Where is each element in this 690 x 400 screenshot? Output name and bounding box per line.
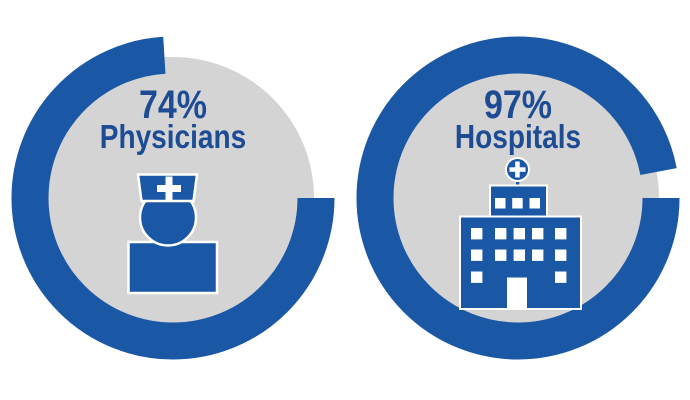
window (529, 198, 540, 209)
donut-progress-arc (356, 36, 680, 360)
window (495, 198, 506, 209)
hospital-door (507, 277, 527, 309)
window (471, 228, 483, 240)
window (555, 228, 567, 240)
physician-body (127, 240, 219, 295)
donut-label: Hospitals (455, 119, 581, 156)
hospitals-donut-chart: 97% Hospitals (356, 36, 680, 360)
hospital-windows (471, 198, 567, 283)
donut-value: 74% (139, 81, 207, 126)
window (495, 228, 507, 240)
donut-progress-arc (11, 36, 335, 360)
hospital-icon (459, 157, 582, 310)
cross-bar-vertical (165, 176, 173, 201)
window (555, 271, 567, 283)
window (532, 249, 544, 261)
window (471, 271, 483, 283)
medical-cross-icon (157, 176, 181, 201)
window (513, 228, 525, 240)
window (555, 249, 567, 261)
physician-icon (127, 173, 219, 295)
donut-label: Physicians (100, 119, 246, 156)
window (532, 228, 544, 240)
cross-bar-vertical (515, 161, 520, 178)
window (495, 249, 507, 261)
donut-value: 97% (484, 81, 552, 126)
window (512, 198, 523, 209)
cross-pole (516, 178, 520, 187)
window (471, 249, 483, 261)
physicians-donut-chart: 74% Physicians (11, 36, 335, 360)
window (513, 249, 525, 261)
